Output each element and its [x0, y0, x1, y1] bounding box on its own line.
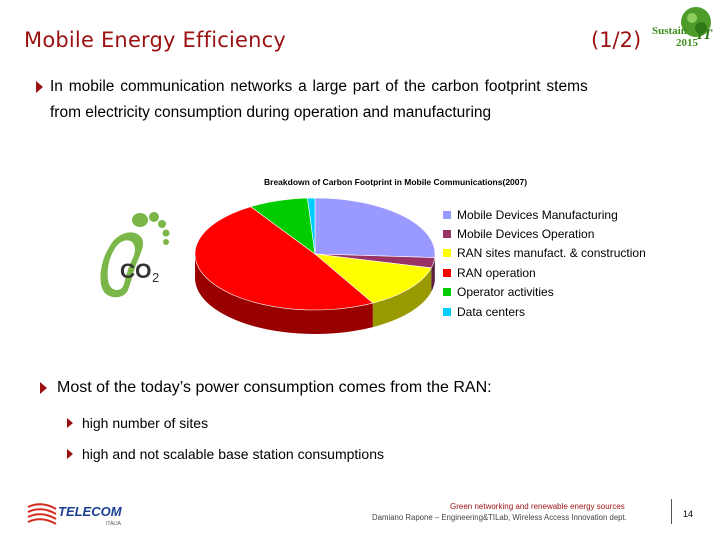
legend-label: RAN sites manufact. & construction — [457, 246, 646, 261]
pie-slice-side — [431, 257, 435, 292]
pie-slice — [314, 197, 436, 258]
pie-side-walls — [195, 254, 435, 334]
logo-text-top: Sustain — [652, 25, 687, 37]
bullet-2: Most of the today’s power consumption co… — [57, 379, 492, 396]
legend-swatch — [443, 249, 451, 258]
bullet-1-line-2: from electricity consumption during oper… — [50, 104, 492, 121]
legend-label: Mobile Devices Operation — [457, 227, 595, 242]
page-number: 14 — [683, 509, 694, 519]
triangle-bullet-icon — [36, 81, 43, 93]
footer-author: Damiano Rapone – Engineering&TILab, Wire… — [372, 513, 627, 522]
chart-year: (2007) — [502, 177, 528, 187]
triangle-bullet-icon — [40, 382, 47, 394]
footer-divider — [671, 499, 672, 524]
logo-text-bottom: 2015 — [676, 37, 699, 49]
legend-item: Operator activities — [443, 283, 646, 302]
slide-part-indicator: (1/2) — [591, 28, 642, 52]
legend-swatch — [443, 307, 451, 316]
legend-item: Mobile Devices Operation — [443, 224, 646, 243]
bullet-2-sub-1: high number of sites — [82, 415, 209, 431]
pie-chart — [194, 197, 436, 334]
legend-swatch — [443, 230, 451, 239]
pie-slice — [307, 197, 316, 255]
sustain-it-logo: Sustain 2015 IT — [652, 7, 713, 49]
co2-label: CO — [120, 260, 152, 283]
telecom-italia-logo: TELECOM ITALIA — [27, 503, 123, 527]
triangle-bullet-icon — [67, 418, 73, 428]
bullet-2-sub-2: high and not scalable base station consu… — [82, 446, 384, 462]
slide-title: Mobile Energy Efficiency — [24, 28, 287, 52]
legend-label: RAN operation — [457, 265, 536, 280]
legend-item: RAN sites manufact. & construction — [443, 244, 646, 263]
footprint-icon: CO 2 — [100, 212, 170, 298]
legend-item: Mobile Devices Manufacturing — [443, 205, 646, 224]
logo-mark: IT — [696, 27, 713, 43]
chart-title-text: Breakdown of Carbon Footprint in Mobile … — [264, 177, 503, 187]
bullet-1-line-1: In mobile communication networks a large… — [50, 78, 588, 95]
co2-subscript: 2 — [152, 270, 159, 285]
legend-label: Operator activities — [457, 285, 554, 300]
legend-item: RAN operation — [443, 263, 646, 282]
pie-slice-side — [372, 267, 432, 328]
legend-label: Mobile Devices Manufacturing — [457, 207, 618, 222]
chart-title: Breakdown of Carbon Footprint in Mobile … — [264, 177, 527, 187]
company-name: TELECOM — [58, 504, 123, 519]
legend-swatch — [443, 268, 451, 277]
triangle-bullet-icon — [67, 449, 73, 459]
pie-slice — [194, 206, 374, 311]
legend-swatch — [443, 288, 451, 297]
legend-swatch — [443, 210, 451, 219]
pie-slice-side — [195, 254, 373, 334]
pie-slice — [314, 253, 432, 304]
company-sub: ITALIA — [106, 521, 122, 527]
footer-topic: Green networking and renewable energy so… — [450, 502, 625, 511]
legend-item: Data centers — [443, 302, 646, 321]
chart-legend: Mobile Devices Manufacturing Mobile Devic… — [443, 205, 646, 321]
legend-label: Data centers — [457, 304, 526, 319]
